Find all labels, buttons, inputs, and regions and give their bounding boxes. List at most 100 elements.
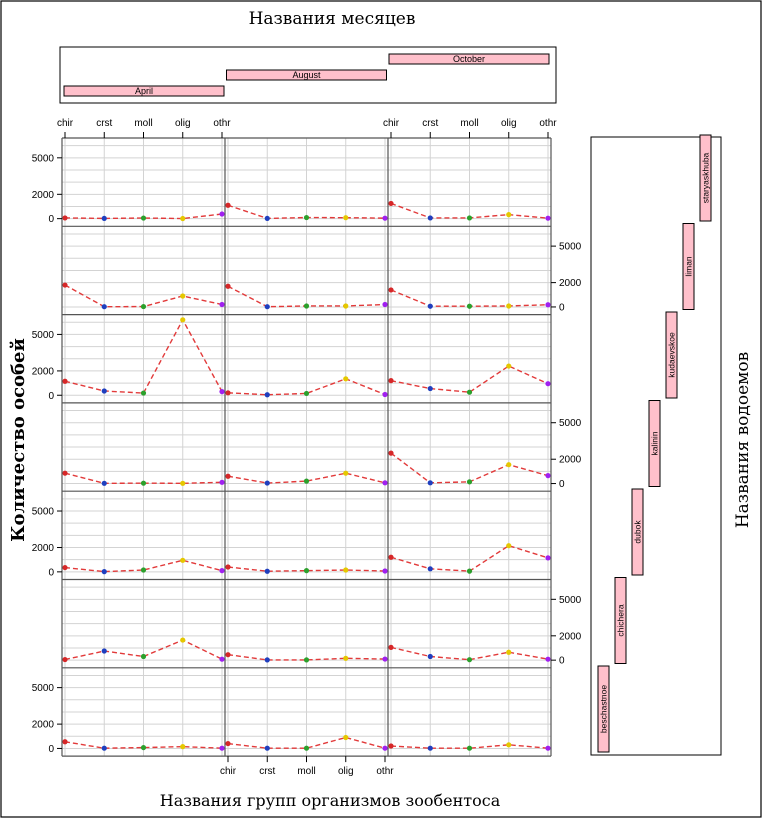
data-point [180, 637, 186, 643]
data-point [466, 389, 473, 395]
data-point [545, 656, 551, 662]
y-tick-label: 2000 [32, 720, 55, 731]
x-tick-label: crst [422, 118, 438, 129]
data-point [303, 568, 310, 574]
data-point [382, 480, 388, 486]
lake-label: dubok [633, 520, 643, 544]
data-point [303, 478, 310, 484]
data-point [466, 657, 473, 663]
data-point [219, 745, 225, 751]
panel [225, 491, 388, 580]
data-point [62, 656, 68, 663]
x-tick-label: chir [383, 118, 400, 129]
data-point [506, 649, 512, 655]
data-point [62, 564, 68, 571]
series-line [227, 472, 386, 484]
data-point [388, 554, 394, 560]
data-point [303, 214, 310, 221]
series-line [64, 741, 223, 749]
data-point [140, 303, 147, 310]
x-tick-label: moll [297, 766, 315, 777]
data-point [382, 215, 388, 221]
lake-label: kudaevskoe [667, 332, 677, 378]
data-point [506, 303, 512, 309]
data-point [225, 652, 231, 658]
data-point [388, 644, 394, 650]
panel [388, 491, 551, 580]
data-point [62, 739, 68, 745]
panel [225, 314, 388, 403]
panel [62, 491, 225, 580]
data-point [62, 215, 68, 221]
data-point [466, 479, 473, 485]
data-point [343, 470, 349, 476]
month-label: October [453, 54, 485, 64]
data-point [545, 215, 551, 221]
data-point [264, 304, 270, 310]
data-point [225, 283, 231, 289]
data-point [180, 293, 186, 299]
data-point [101, 745, 107, 751]
panel [62, 667, 225, 757]
months-title: Названия месяцев [249, 9, 416, 29]
x-tick-label: crst [96, 118, 112, 129]
data-point [140, 215, 147, 221]
y-tick-label: 0 [48, 744, 54, 755]
y-tick-label: 2000 [32, 190, 55, 201]
panel [225, 226, 388, 315]
series-line [64, 213, 223, 220]
panel [225, 138, 388, 227]
data-point [219, 479, 225, 485]
series-line [227, 736, 386, 749]
y-tick-label: 0 [559, 302, 565, 313]
panel [225, 667, 388, 757]
data-point [545, 381, 551, 387]
y-tick-label: 2000 [559, 455, 582, 466]
data-point [140, 567, 147, 573]
month-label: August [292, 70, 321, 80]
data-point [466, 215, 473, 221]
y-tick-label: 5000 [559, 242, 582, 253]
x-tick-label: olig [501, 118, 517, 129]
data-point [388, 287, 394, 293]
x-tick-label: chir [220, 766, 237, 777]
data-point [343, 376, 349, 382]
data-point [140, 480, 147, 486]
month-strip [63, 85, 225, 97]
x-tick-label: othr [539, 118, 557, 129]
panel [62, 314, 225, 403]
data-point [545, 473, 551, 479]
data-point [388, 200, 394, 207]
data-point [225, 202, 231, 208]
y-tick-label: 5000 [559, 595, 582, 606]
x-tick-label: moll [460, 118, 478, 129]
series-line [64, 559, 223, 573]
panel [62, 402, 225, 492]
lake-strip [648, 400, 661, 487]
data-point [427, 303, 433, 309]
data-point [382, 656, 388, 662]
data-point [180, 744, 186, 750]
y-tick-label: 2000 [559, 278, 582, 289]
y-tick-label: 0 [559, 656, 565, 667]
data-point [225, 390, 231, 396]
x-tick-label: othr [213, 118, 231, 129]
data-point [264, 657, 270, 663]
panel [388, 226, 551, 315]
data-point [427, 653, 433, 660]
panel [388, 314, 551, 403]
data-point [264, 568, 270, 574]
data-point [427, 385, 433, 392]
series-line [64, 639, 223, 661]
data-point [382, 745, 388, 751]
data-point [545, 745, 551, 751]
data-point [264, 392, 270, 398]
data-point [62, 282, 68, 288]
data-point [343, 734, 349, 741]
lake-strip [614, 577, 627, 664]
lake-strip [699, 134, 712, 222]
month-label: April [135, 86, 153, 96]
data-point [506, 212, 512, 218]
x-tick-label: moll [134, 118, 152, 129]
y-axis-title: Количество особей [8, 338, 29, 542]
